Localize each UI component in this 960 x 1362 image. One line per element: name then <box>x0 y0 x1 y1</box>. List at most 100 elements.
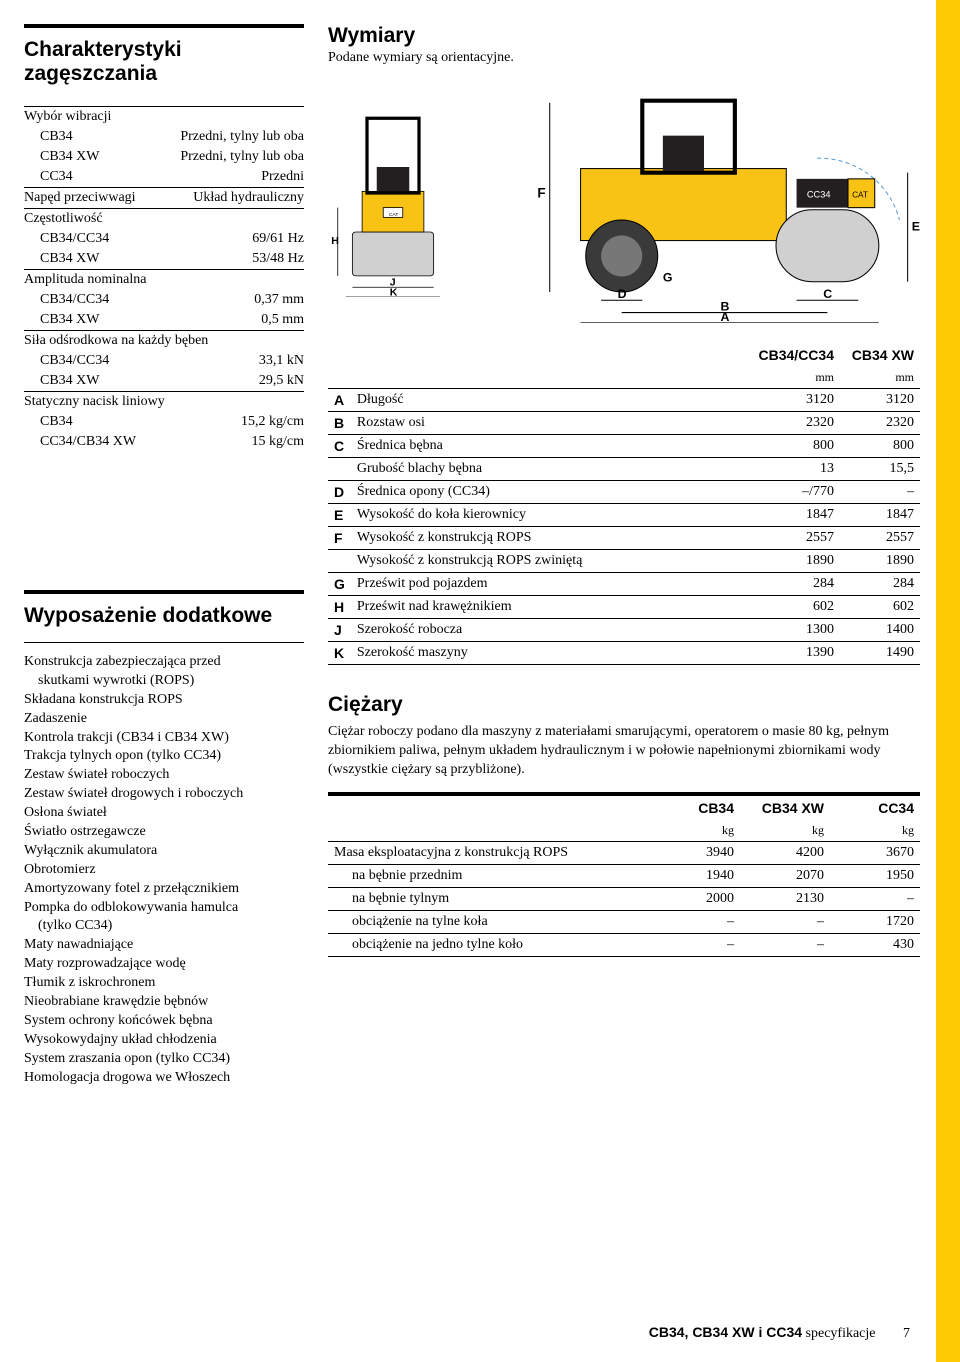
spec-value: 53/48 Hz <box>157 249 304 270</box>
dim-desc: Wysokość z konstrukcją ROPS zwiniętą <box>351 549 753 572</box>
equipment-item: Kontrola trakcji (CB34 i CB34 XW) <box>24 729 304 748</box>
footer-title: CB34, CB34 XW i CC34 <box>649 1324 802 1340</box>
dim-desc: Wysokość z konstrukcją ROPS <box>351 526 753 549</box>
spec-label: CB34 XW <box>24 249 157 270</box>
spec-value: 69/61 Hz <box>157 229 304 249</box>
dim-value: 15,5 <box>840 457 920 480</box>
section-title-weights: Ciężary <box>328 693 920 717</box>
weights-desc: na bębnie przednim <box>328 864 650 887</box>
dimensions-table: CB34/CC34CB34 XWmmmmADługość31203120BRoz… <box>328 343 920 665</box>
spec-group-header: Częstotliwość <box>24 209 304 230</box>
spec-group-header: Siła odśrodkowa na każdy bęben <box>24 331 304 352</box>
equipment-list: Konstrukcja zabezpieczająca przedskutkam… <box>24 653 304 1087</box>
weights-value: 1940 <box>650 864 740 887</box>
weights-value: – <box>830 887 920 910</box>
weights-table: CB34CB34 XWCC34kgkgkgMasa eksploatacyjna… <box>328 792 920 957</box>
weights-value: 1720 <box>830 910 920 933</box>
rule <box>24 590 304 594</box>
page-footer: CB34, CB34 XW i CC34 specyfikacje 7 <box>649 1324 910 1342</box>
spec-label: CB34/CC34 <box>24 351 157 371</box>
equipment-item: Zadaszenie <box>24 710 304 729</box>
dim-desc: Średnica bębna <box>351 434 753 457</box>
equipment-item: Osłona świateł <box>24 804 304 823</box>
spec-label: Napęd przeciwwagi <box>24 188 157 209</box>
weights-value: 4200 <box>740 841 830 864</box>
spec-label: CB34 XW <box>24 147 157 167</box>
equipment-item: Światło ostrzegawcze <box>24 823 304 842</box>
rule <box>24 642 304 643</box>
dim-value: 1300 <box>753 618 840 641</box>
weights-intro: Ciężar roboczy podano dla maszyny z mate… <box>328 723 920 780</box>
dim-value: –/770 <box>753 480 840 503</box>
weights-col-header: CB34 <box>650 796 740 820</box>
weights-value: 3670 <box>830 841 920 864</box>
equipment-item: skutkami wywrotki (ROPS) <box>24 672 304 691</box>
spec-value: 33,1 kN <box>157 351 304 371</box>
dim-col-header: CB34 XW <box>840 343 920 367</box>
equipment-item: Maty nawadniające <box>24 936 304 955</box>
weights-desc: obciążenie na jedno tylne koło <box>328 933 650 956</box>
equipment-item: Zestaw świateł roboczych <box>24 766 304 785</box>
dimensions-diagram: CAT H J K CC34 <box>328 76 920 323</box>
dim-desc: Szerokość robocza <box>351 618 753 641</box>
spec-label: CB34/CC34 <box>24 290 157 310</box>
rule <box>24 24 304 28</box>
weights-value: 2130 <box>740 887 830 910</box>
dim-key: C <box>328 434 351 457</box>
weights-desc: Masa eksploatacyjna z konstrukcją ROPS <box>328 841 650 864</box>
dim-key: J <box>328 618 351 641</box>
equipment-item: System ochrony końcówek bębna <box>24 1012 304 1031</box>
dim-value: 602 <box>753 595 840 618</box>
weights-col-header: CC34 <box>830 796 920 820</box>
svg-text:CAT: CAT <box>852 190 868 199</box>
dim-value: 284 <box>840 572 920 595</box>
equipment-item: Konstrukcja zabezpieczająca przed <box>24 653 304 672</box>
spec-value: 15,2 kg/cm <box>157 412 304 432</box>
equipment-item: Wysokowydajny układ chłodzenia <box>24 1031 304 1050</box>
dim-desc: Prześwit nad krawężnikiem <box>351 595 753 618</box>
dim-value: 2557 <box>840 526 920 549</box>
equipment-item: Tłumik z iskrochronem <box>24 974 304 993</box>
dim-unit: mm <box>753 367 840 389</box>
dim-desc: Grubość blachy bębna <box>351 457 753 480</box>
spec-value: 15 kg/cm <box>157 432 304 452</box>
dim-value: 1890 <box>753 549 840 572</box>
spec-value: Przedni, tylny lub oba <box>157 147 304 167</box>
weights-value: – <box>650 933 740 956</box>
equipment-item: (tylko CC34) <box>24 917 304 936</box>
dim-value: 2557 <box>753 526 840 549</box>
spec-label: CB34 <box>24 127 157 147</box>
dim-value: 2320 <box>840 411 920 434</box>
svg-text:F: F <box>537 185 545 200</box>
equipment-item: Trakcja tylnych opon (tylko CC34) <box>24 747 304 766</box>
svg-text:D: D <box>618 287 627 301</box>
dim-key: E <box>328 503 351 526</box>
weights-unit: kg <box>650 820 740 842</box>
weights-value: 2000 <box>650 887 740 910</box>
dim-value: – <box>840 480 920 503</box>
equipment-item: Obrotomierz <box>24 861 304 880</box>
dim-key <box>328 457 351 480</box>
compaction-spec-table: Wybór wibracjiCB34Przedni, tylny lub oba… <box>24 107 304 452</box>
equipment-item: Homologacja drogowa we Włoszech <box>24 1069 304 1088</box>
spec-group-header: Wybór wibracji <box>24 107 304 127</box>
dim-value: 1490 <box>840 641 920 664</box>
spec-label: CB34 XW <box>24 310 157 331</box>
dim-desc: Długość <box>351 388 753 411</box>
spec-value: Przedni <box>157 167 304 188</box>
dim-desc: Wysokość do koła kierownicy <box>351 503 753 526</box>
dim-key: A <box>328 388 351 411</box>
dim-unit: mm <box>840 367 920 389</box>
spec-value: Układ hydrauliczny <box>157 188 304 209</box>
spec-value: 29,5 kN <box>157 371 304 392</box>
weights-unit: kg <box>830 820 920 842</box>
equipment-item: Nieobrabiane krawędzie bębnów <box>24 993 304 1012</box>
dim-key: D <box>328 480 351 503</box>
equipment-item: Składana konstrukcja ROPS <box>24 691 304 710</box>
spec-value: Przedni, tylny lub oba <box>157 127 304 147</box>
dim-col-header: CB34/CC34 <box>753 343 840 367</box>
section-title-dimensions: Wymiary <box>328 24 920 48</box>
svg-text:G: G <box>663 271 673 285</box>
dim-desc: Średnica opony (CC34) <box>351 480 753 503</box>
equipment-item: Wyłącznik akumulatora <box>24 842 304 861</box>
